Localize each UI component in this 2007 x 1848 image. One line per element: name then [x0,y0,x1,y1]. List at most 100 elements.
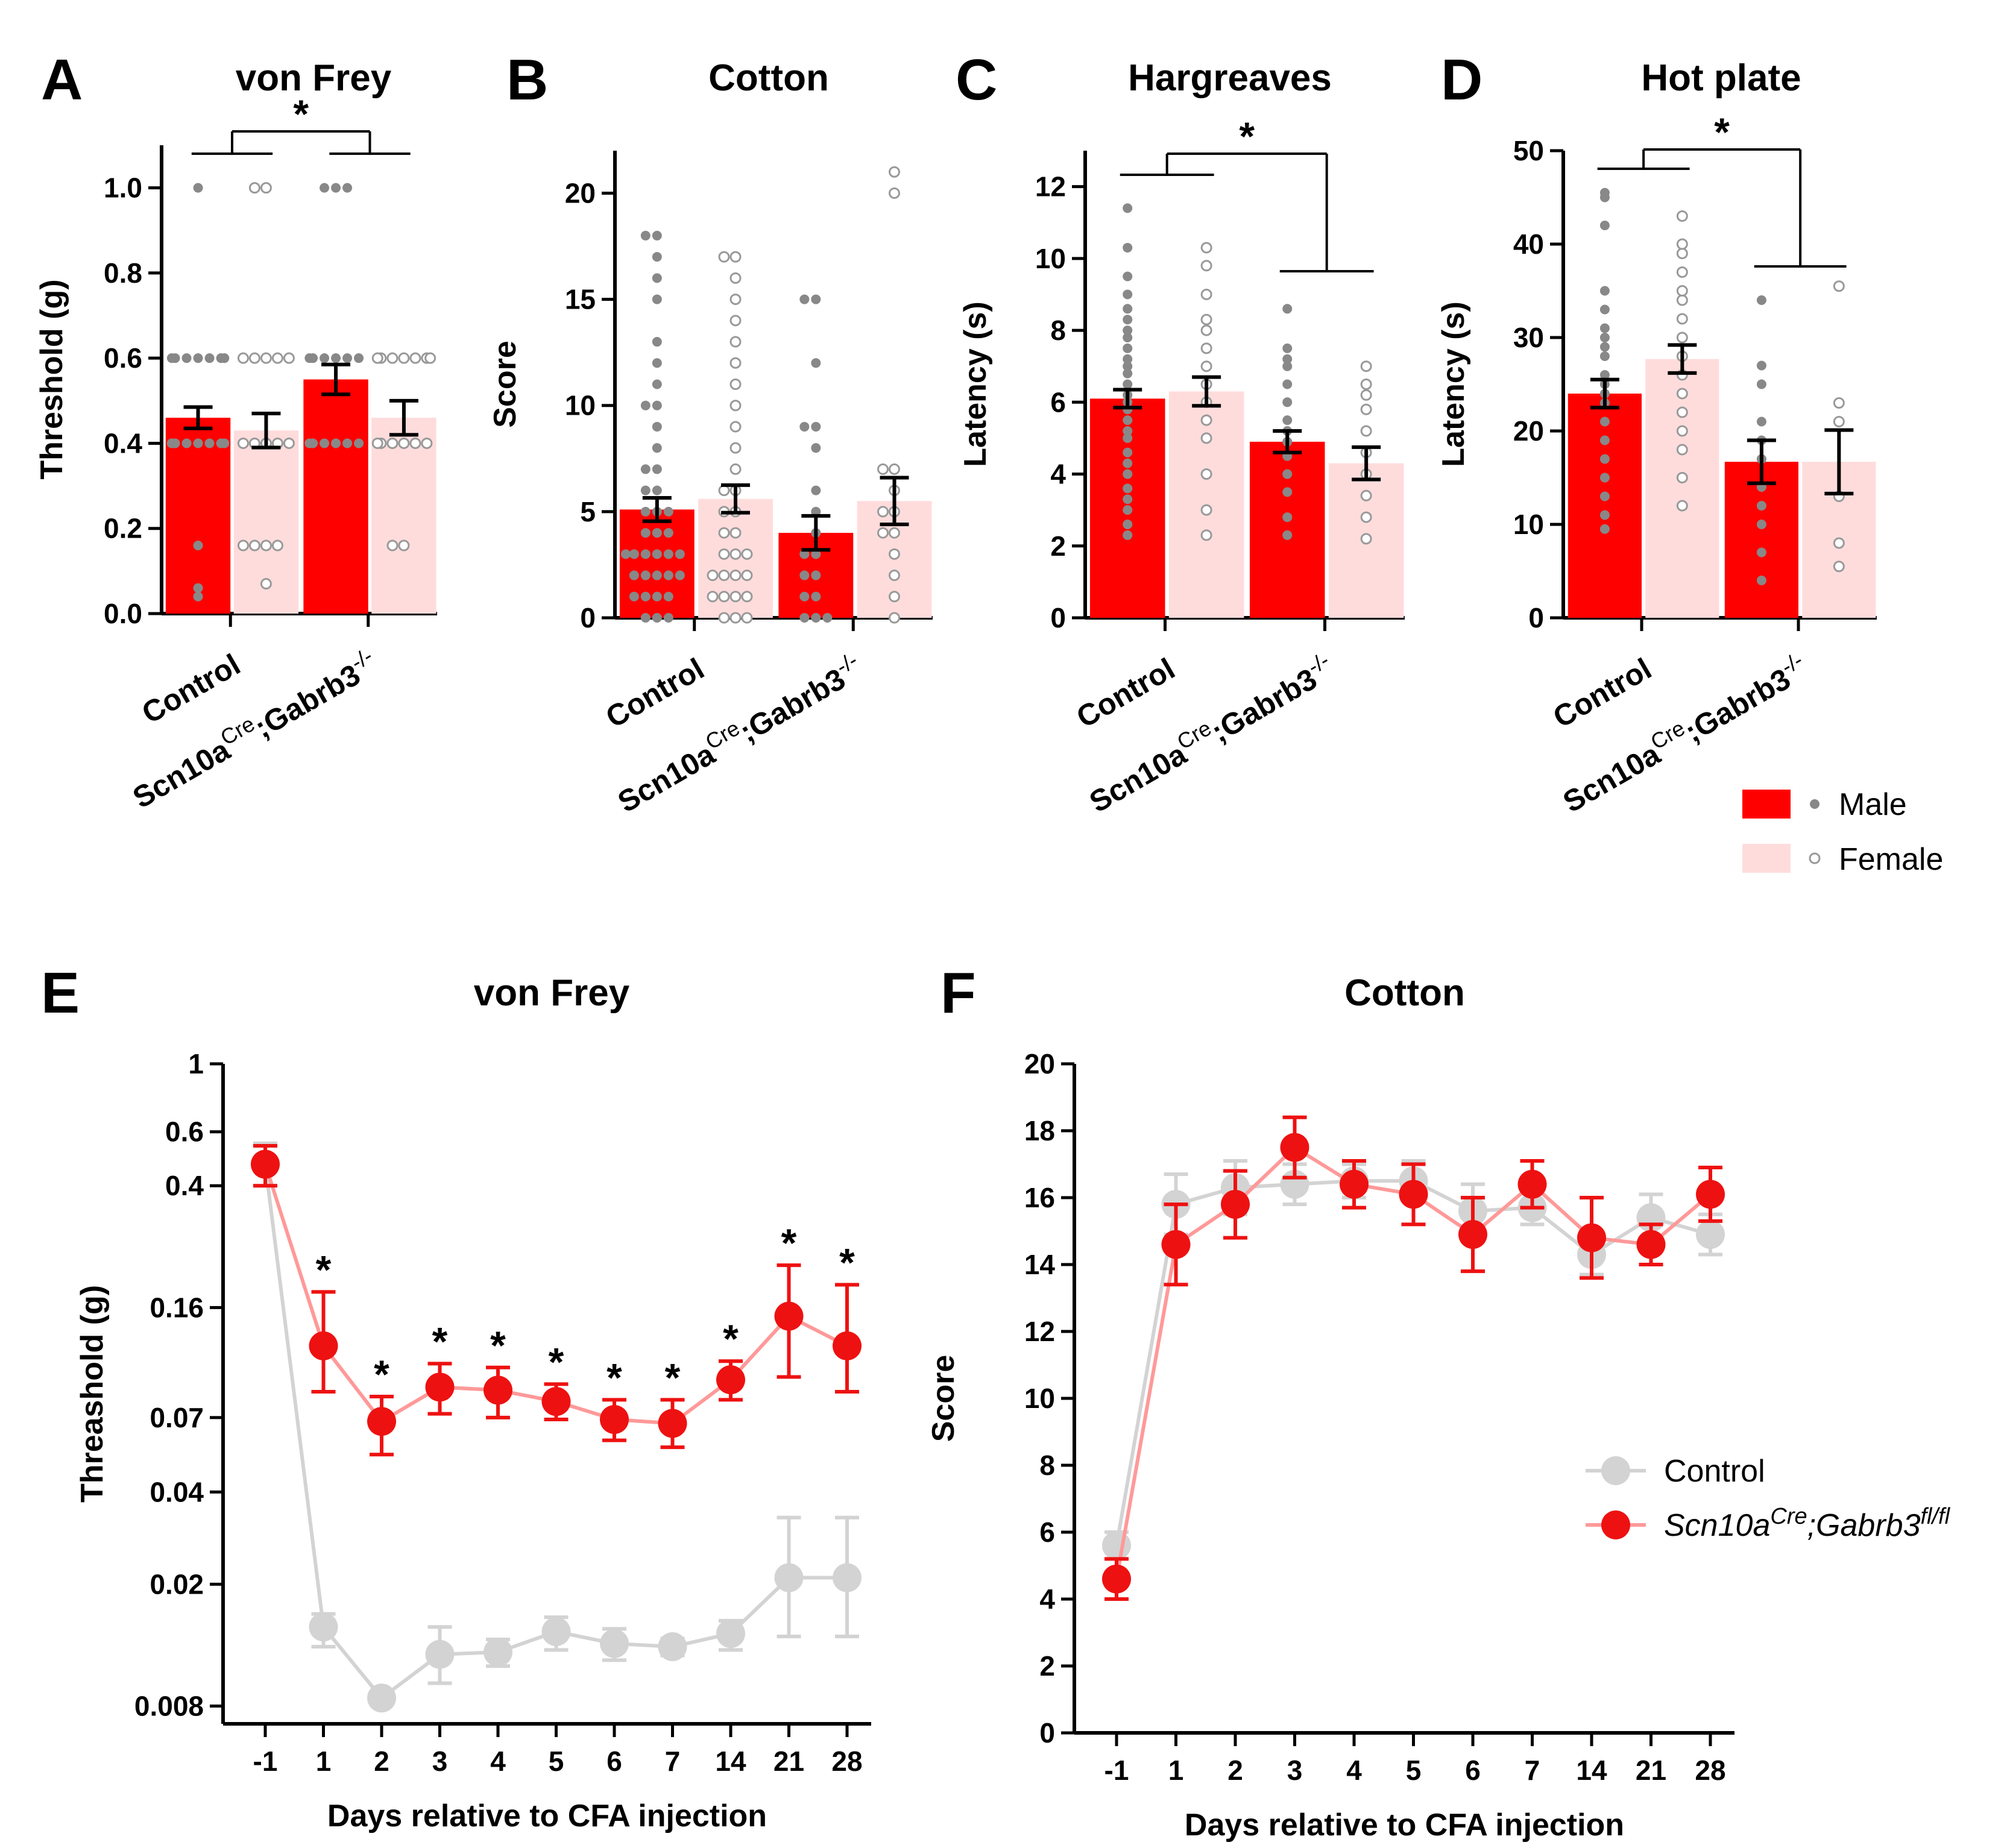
point-male [629,570,639,580]
x-tick-label: -1 [1104,1755,1129,1786]
point-female [1200,242,1212,254]
x-tick-label: 21 [773,1746,804,1777]
legend-dot-female [1809,852,1821,864]
y-tick-label: 0.6 [104,342,142,374]
point-female [718,570,730,582]
point-male [1756,379,1766,389]
point-male [1599,524,1610,534]
y-tick-label: 15 [565,284,596,315]
y-tick-label: 2 [1050,530,1066,562]
point-female [1676,313,1688,325]
point-female [888,548,900,560]
point-male [652,464,662,474]
y-tick-label: 6 [1039,1516,1055,1548]
point-female [1676,500,1688,512]
data-point [309,1331,338,1360]
x-tick-label: 1 [1168,1755,1184,1786]
point-female [729,570,742,582]
y-axis-label: Threshold (g) [34,279,69,479]
y-axis-label: Threashold (g) [75,1285,110,1503]
point-male [652,252,662,262]
x-tick-label: 14 [1576,1755,1607,1786]
point-male [663,570,673,580]
point-male [193,583,203,593]
significance-star: * [781,1221,797,1265]
point-female [729,357,742,369]
x-tick-label: 7 [665,1746,681,1777]
bar-female [371,418,436,614]
point-male [181,353,192,363]
x-tick-label: 3 [1287,1755,1303,1786]
y-tick-label: 14 [1024,1249,1056,1280]
point-male [640,400,651,410]
data-point [1458,1220,1487,1249]
point-female [1676,406,1688,418]
y-tick-label: 10 [1035,243,1066,274]
point-male [1756,416,1766,427]
y-tick-label: 4 [1039,1583,1055,1615]
y-axis-label: Score [488,341,523,428]
x-tick-label: 5 [549,1746,564,1777]
genotype-base: Scn10a [127,732,236,815]
point-male [166,438,177,448]
point-female [398,539,410,552]
point-male [799,421,810,432]
point-male [811,570,821,580]
significance-star: * [723,1316,739,1361]
point-female [248,539,260,552]
point-female [1676,210,1688,222]
point-female [888,591,900,603]
point-female [1200,504,1212,516]
series-control [251,1141,862,1713]
point-male [811,613,821,623]
point-male [1123,379,1133,389]
point-female [237,539,249,552]
point-female [1200,529,1212,541]
y-tick-label: 0.02 [150,1568,204,1600]
panel-letter: B [506,48,548,112]
point-female [1360,511,1372,523]
point-female [248,352,260,364]
point-male [342,438,353,448]
point-male [799,613,810,623]
point-male [640,506,651,517]
point-female [248,182,260,194]
point-female [877,506,889,518]
data-point [833,1331,862,1360]
legend-cko-base: Scn10a [1664,1508,1770,1543]
x-tick-label: 2 [374,1746,389,1777]
point-male [1123,447,1133,457]
x-tick-label: 5 [1406,1755,1422,1786]
point-female [1360,360,1372,372]
genotype-base: Scn10a [1084,737,1193,819]
bar-male [165,418,231,614]
point-male [799,294,810,304]
point-male [1282,354,1293,364]
point-female [271,352,283,364]
data-point [833,1563,862,1592]
point-male [1756,576,1766,585]
panel-title: Cotton [1344,972,1465,1014]
point-male [799,591,810,602]
data-point [425,1639,455,1669]
point-male [193,540,203,550]
point-male [811,443,821,453]
point-male [652,400,662,410]
point-female [1676,285,1688,297]
data-point [484,1375,512,1405]
point-male [1123,242,1133,253]
point-male [320,438,330,448]
genotype-base: Scn10a [612,737,721,819]
point-male [1123,530,1133,540]
data-point [541,1617,571,1647]
point-female [729,421,742,433]
group-label-control: Control [600,652,710,734]
x-tick-label: 14 [715,1746,746,1777]
point-male [652,421,662,432]
point-female [888,166,900,178]
point-male [663,528,673,538]
point-male [652,358,662,368]
point-female [718,548,730,560]
